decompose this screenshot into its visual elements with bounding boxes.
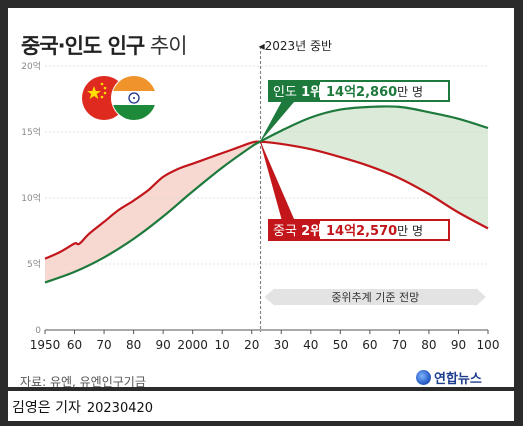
- caption-author: 김영은 기자: [12, 400, 81, 416]
- x-tick-label: 90: [451, 338, 466, 352]
- x-tick-label: 100: [477, 338, 500, 352]
- y-tick-label: 20억: [21, 60, 41, 72]
- projection-band: [274, 289, 476, 305]
- yonhap-logo: 연합뉴스: [416, 368, 482, 387]
- source-note: 자료: 유엔, 유엔인구기금: [20, 375, 146, 389]
- marker-label: ◂2023년 중반: [259, 39, 333, 53]
- china-lead-area: [45, 141, 261, 283]
- china-callout-pointer: [260, 141, 294, 220]
- logo-text: 연합뉴스: [434, 372, 482, 387]
- title-bold: 중국·인도 인구: [21, 34, 145, 58]
- x-tick-label: 40: [303, 338, 318, 352]
- x-tick-label: 10: [215, 338, 230, 352]
- china-callout-rank: 2위: [301, 224, 322, 239]
- projection-label: 중위추계 기준 전망: [331, 291, 419, 304]
- india-callout-value-box: [320, 82, 448, 100]
- india-callout-unit: 만 명: [397, 85, 423, 99]
- x-tick-label: 80: [421, 338, 436, 352]
- chart-title: 중국·인도 인구 추이: [21, 30, 188, 60]
- caption-bar: 김영은 기자 20230420: [8, 391, 514, 421]
- x-tick-label: 60: [67, 338, 82, 352]
- india-callout-value: 14억2,860만 명: [326, 85, 423, 100]
- china-callout-name: 중국 2위: [273, 224, 322, 239]
- china-callout-unit: 만 명: [397, 224, 423, 238]
- x-tick-label: 90: [155, 338, 170, 352]
- india-flag-icon: [111, 75, 157, 121]
- yonhap-logo-icon: [416, 370, 431, 385]
- x-tick-label: 70: [96, 338, 111, 352]
- x-tick-label: 60: [362, 338, 377, 352]
- india-callout-name: 인도 1위: [273, 85, 322, 100]
- x-tick-label: 80: [126, 338, 141, 352]
- title-light: 추이: [144, 34, 188, 58]
- x-tick-label: 1950: [30, 338, 61, 352]
- y-tick-label: 10억: [21, 192, 41, 204]
- india-line: [44, 105, 489, 284]
- population-chart: 0 5억 10억 15억 20억 1950 60 70 80 90 2000 10 20 30 40 50 60…: [21, 39, 500, 352]
- y-tick-label: 15억: [21, 126, 41, 138]
- x-tick-label: 30: [274, 338, 289, 352]
- y-tick-label: 5억: [27, 258, 41, 270]
- china-callout-value: 14억2,570만 명: [326, 224, 423, 239]
- caption-date: 20230420: [86, 401, 154, 416]
- x-tick-label: 2000: [177, 338, 208, 352]
- india-callout-rank: 1위: [301, 85, 322, 100]
- infographic-frame: 중국·인도 인구 추이 0 5억 10억 15억 20억 1950 60 70 80 90 2000…: [8, 8, 514, 389]
- x-tick-label: 20: [244, 338, 259, 352]
- caption: 김영은 기자 20230420: [12, 397, 153, 417]
- x-tick-label: 50: [333, 338, 348, 352]
- india-callout: 인도 1위 14억2,860만 명: [260, 80, 450, 142]
- x-tick-label: 70: [392, 338, 407, 352]
- china-line: [44, 140, 489, 260]
- china-callout: 중국 2위 14억2,570만 명: [260, 141, 450, 241]
- y-tick-label: 0: [35, 326, 41, 336]
- china-callout-value-box: [320, 221, 448, 239]
